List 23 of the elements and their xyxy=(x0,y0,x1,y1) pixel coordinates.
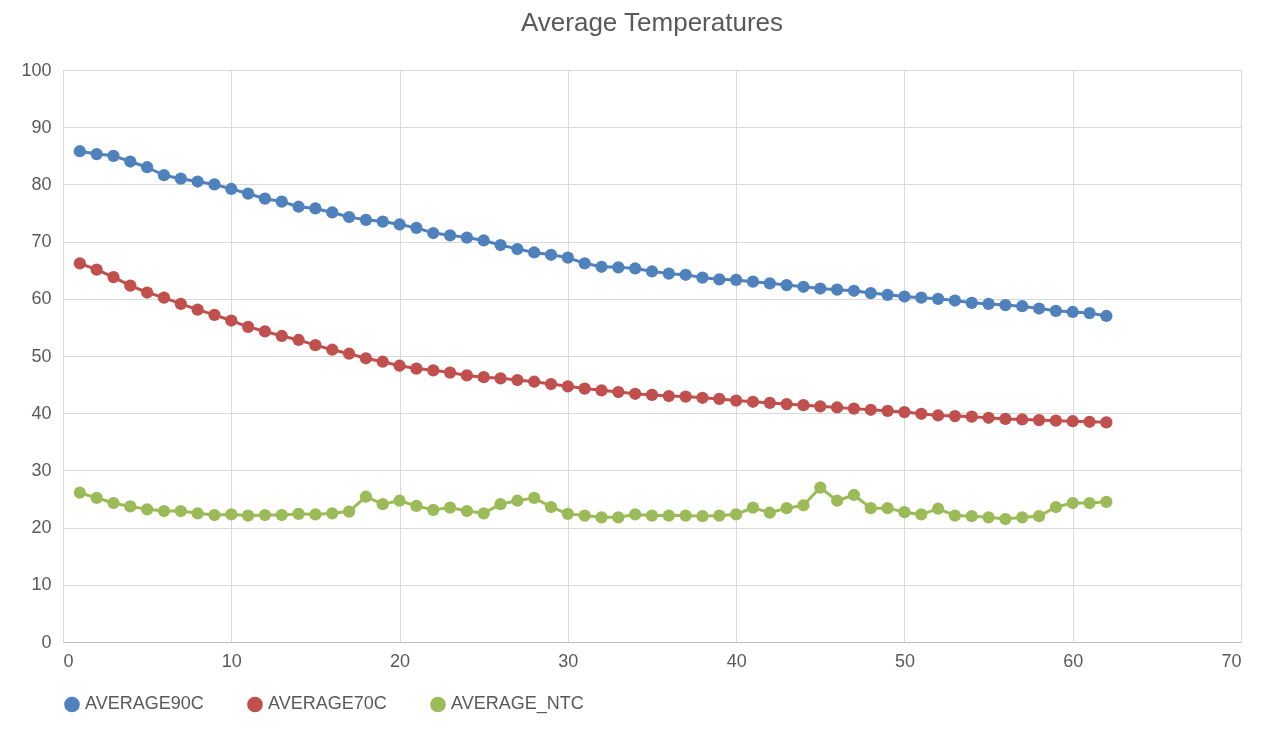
y-tick-label: 50 xyxy=(31,345,52,366)
legend-label: AVERAGE_NTC xyxy=(451,693,584,715)
x-tick-label: 50 xyxy=(894,650,915,671)
x-tick-label: 60 xyxy=(1063,650,1084,671)
x-tick-label: 0 xyxy=(63,650,74,671)
y-tick-label: 20 xyxy=(31,517,52,538)
chart-title: Average Temperatures xyxy=(520,7,784,37)
legend-label: AVERAGE90C xyxy=(85,693,204,714)
y-tick-label: 90 xyxy=(31,116,52,137)
x-tick-label: 40 xyxy=(726,650,747,671)
x-tick-label: 70 xyxy=(1221,650,1242,671)
y-tick-label: 80 xyxy=(31,173,52,194)
y-tick-label: 40 xyxy=(31,402,52,423)
x-tick-label: 20 xyxy=(390,650,411,671)
y-tick-label: 10 xyxy=(31,574,52,595)
x-tick-label: 30 xyxy=(558,650,579,671)
legend-label: AVERAGE70C xyxy=(268,693,387,714)
y-tick-label: 100 xyxy=(21,59,52,80)
y-tick-label: 70 xyxy=(31,231,52,252)
x-tick-label: 10 xyxy=(221,650,242,671)
y-tick-label: 30 xyxy=(31,459,52,480)
y-tick-label: 60 xyxy=(31,288,52,309)
y-tick-label: 0 xyxy=(41,631,52,652)
